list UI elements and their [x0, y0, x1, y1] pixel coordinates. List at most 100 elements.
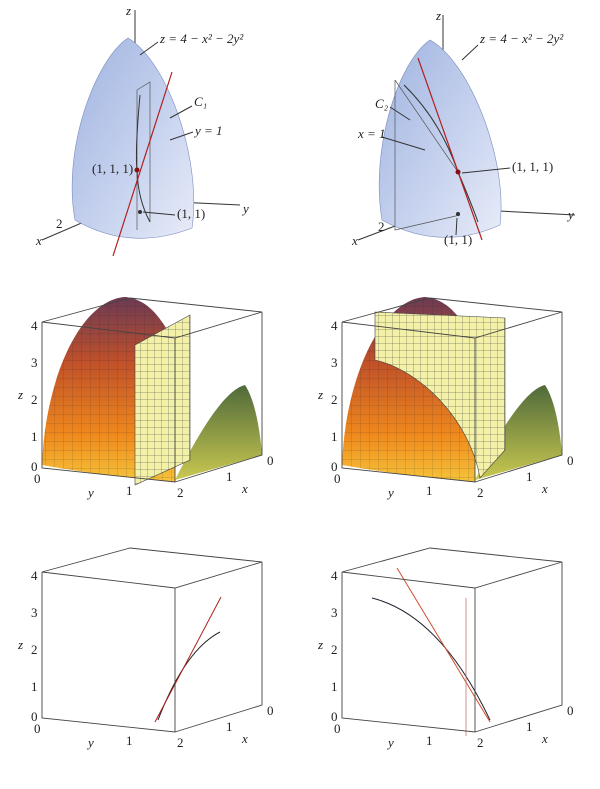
leaders: [139, 41, 194, 216]
middle-left-art: [42, 297, 262, 486]
z-axis-label: z: [17, 637, 23, 652]
x-tick-label: 0: [567, 453, 574, 468]
z-tick-label: 0: [331, 459, 338, 474]
x-axis-label: x: [541, 731, 548, 746]
top-left-panel: z y x 2 z = 4 − x² − 2y² C₁ y = 1 (1, 1,…: [35, 3, 249, 257]
z-tick-label: 3: [331, 605, 338, 620]
top-right-panel: z y x 2 z = 4 − x² − 2y² C₂ x = 1 (1, 1,…: [351, 8, 576, 248]
x-axis-label: x: [241, 731, 248, 746]
x-axis-label: x: [35, 233, 42, 248]
y-tick-label: 0: [34, 721, 41, 736]
z-tick-label: 0: [31, 459, 38, 474]
base-point-label: (1, 1): [444, 232, 472, 247]
paraboloid: [378, 39, 502, 238]
x-tick-label: 1: [226, 469, 233, 484]
x-tick-label: 2: [177, 735, 184, 750]
y-tick-label: 1: [126, 483, 133, 498]
y-axis-label: y: [86, 735, 94, 750]
z-tick-label: 2: [331, 392, 338, 407]
y-axis-label: y: [86, 485, 94, 500]
bottom-left-art: [154, 596, 222, 723]
curve-label: C₁: [194, 94, 207, 109]
z-tick-label: 3: [31, 355, 38, 370]
bottom-right-panel: 4 3 2 1 0 z 0 1 y 2 1 0 x: [317, 547, 574, 750]
trace-curve: [371, 597, 491, 721]
middle-right-panel: 4 3 2 1 0 z 0 1 y 2 1 0 x: [317, 297, 574, 500]
z-tick-label: 4: [331, 318, 338, 333]
z-axis-label: z: [317, 637, 323, 652]
base-point: [138, 210, 142, 214]
y-axis-label: y: [566, 207, 574, 222]
equation: z = 4 − x² − 2y²: [159, 31, 244, 46]
x-tick-label: 2: [477, 485, 484, 500]
plane-label: y = 1: [193, 123, 223, 138]
y-tick-label: 0: [334, 721, 341, 736]
x-tick-label: 2: [177, 485, 184, 500]
z-tick-label: 4: [331, 568, 338, 583]
middle-right-art: [342, 297, 562, 482]
x-tick-label: 1: [526, 719, 533, 734]
x-tick: 2: [378, 219, 385, 234]
z-tick-label: 1: [331, 679, 338, 694]
x-tick-label: 2: [477, 735, 484, 750]
z-tick-label: 4: [31, 568, 38, 583]
plane-outline: [394, 79, 461, 231]
x-tick: 2: [56, 216, 63, 231]
surface: [175, 385, 262, 480]
z-tick-label: 3: [31, 605, 38, 620]
x-axis-label: x: [241, 481, 248, 496]
z-tick-label: 4: [31, 318, 38, 333]
z-tick-label: 2: [31, 642, 38, 657]
equation: z = 4 − x² − 2y²: [479, 31, 564, 46]
z-tick-label: 1: [31, 429, 38, 444]
z-tick-label: 0: [331, 709, 338, 724]
plane-y-1: [134, 314, 191, 486]
middle-left-panel: 4 3 2 1 0 z 0 1 y 2 1 0 x: [17, 297, 274, 500]
point-label: (1, 1, 1): [512, 159, 553, 174]
leaders: [381, 44, 511, 236]
z-axis-label: z: [317, 387, 323, 402]
z-tick-label: 2: [331, 642, 338, 657]
x-axis-label: x: [541, 481, 548, 496]
trace-curve: [157, 631, 221, 721]
y-tick-label: 1: [426, 483, 433, 498]
point: [134, 167, 140, 173]
box: [41, 297, 263, 483]
tangent-line: [417, 57, 483, 241]
plane-outline: [136, 81, 151, 230]
z-tick-label: 0: [31, 709, 38, 724]
box: [341, 547, 563, 733]
y-tick-label: 0: [334, 471, 341, 486]
point: [455, 169, 461, 175]
z-tick-label: 1: [331, 429, 338, 444]
base-point-label: (1, 1): [177, 206, 205, 221]
tangent-line: [396, 567, 491, 723]
x-tick-label: 1: [226, 719, 233, 734]
z-axis-label: z: [125, 3, 131, 18]
box: [41, 547, 263, 733]
y-tick-label: 1: [426, 733, 433, 748]
point-label: (1, 1, 1): [92, 161, 133, 176]
y-axis-label: y: [386, 735, 394, 750]
box: [341, 297, 563, 483]
y-tick-label: 1: [126, 733, 133, 748]
curve-label: C₂: [375, 96, 389, 111]
x-tick-label: 0: [267, 453, 274, 468]
z-axis-label: z: [17, 387, 23, 402]
z-tick-label: 1: [31, 679, 38, 694]
plane-label: x = 1: [357, 126, 386, 141]
y-axis-label: y: [386, 485, 394, 500]
x-tick-label: 0: [567, 703, 574, 718]
z-tick-label: 3: [331, 355, 338, 370]
bottom-right-art: [371, 567, 491, 736]
y-tick-label: 0: [34, 471, 41, 486]
z-axis-label: z: [435, 8, 441, 23]
plane-x-1: [374, 311, 506, 479]
base-point: [456, 212, 460, 216]
tangent-line: [112, 71, 173, 257]
tangent-line: [154, 596, 222, 723]
y-axis-label: y: [241, 201, 249, 216]
x-tick-label: 1: [526, 469, 533, 484]
paraboloid: [71, 37, 195, 239]
